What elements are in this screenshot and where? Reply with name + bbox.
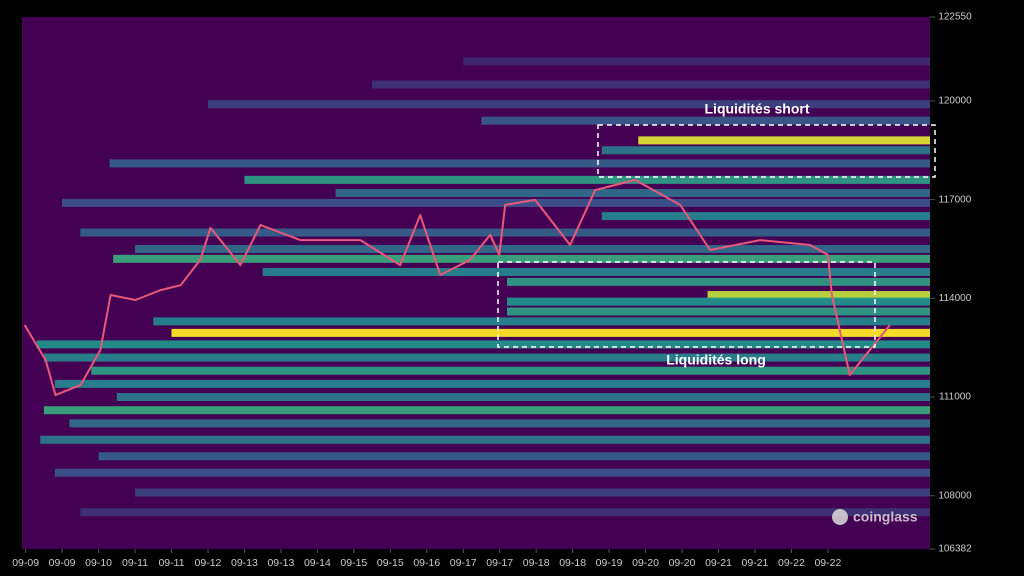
annotation-box [497, 261, 876, 348]
x-tick-label: 09-15 [340, 557, 367, 569]
y-tick-label: 114000 [939, 293, 972, 304]
x-tick-label: 09-13 [231, 557, 258, 569]
liquidity-band [153, 317, 931, 326]
liquidity-band [506, 297, 930, 306]
x-tick-label: 09-11 [122, 557, 148, 569]
annotation-label: Liquidités long [666, 352, 766, 368]
x-tick-label: 09-12 [195, 557, 222, 569]
liquidity-band [36, 340, 930, 349]
liquidity-band [69, 419, 930, 428]
liquidity-band [207, 100, 931, 109]
liquidity-band [506, 277, 930, 286]
liquidity-band [601, 212, 930, 221]
x-tick-label: 09-11 [158, 557, 184, 569]
x-tick-label: 09-22 [814, 557, 841, 569]
y-tick-label: 120000 [938, 96, 972, 107]
x-tick-label: 09-21 [705, 557, 732, 569]
liquidity-band [98, 452, 931, 461]
watermark-logo [832, 509, 848, 525]
y-tick-label: 108000 [938, 490, 972, 501]
x-tick-label: 09-17 [486, 557, 513, 569]
watermark: coinglass [853, 509, 918, 525]
liquidity-band [54, 379, 931, 388]
x-tick-label: 09-16 [413, 557, 440, 569]
liquidity-band [80, 228, 930, 237]
liquidity-band [707, 291, 930, 300]
x-tick-label: 09-15 [377, 557, 404, 569]
x-tick-label: 09-10 [85, 557, 112, 569]
liquidity-band [481, 116, 930, 125]
liquidity-band [113, 254, 930, 263]
x-tick-label: 09-14 [304, 557, 331, 569]
x-tick-label: 09-20 [632, 557, 659, 569]
liquidity-band [43, 406, 930, 415]
liquidity-band [116, 393, 931, 402]
x-tick-label: 09-09 [12, 557, 39, 569]
annotation-label: Liquidités short [705, 101, 810, 117]
liquidity-band [638, 136, 930, 145]
liquidity-band [80, 508, 930, 517]
price-line [23, 178, 891, 397]
annotation-box [597, 124, 936, 178]
liquidity-band [40, 435, 931, 444]
liquidity-band [109, 159, 931, 168]
plot-area [22, 17, 931, 549]
y-tick-label: 122550 [938, 12, 972, 23]
liquidity-band [335, 189, 930, 198]
x-tick-label: 09-19 [596, 557, 623, 569]
x-tick-label: 09-20 [669, 557, 696, 569]
liquidity-band [262, 268, 931, 277]
y-tick-label: 106382 [938, 544, 972, 555]
liquidity-band [506, 307, 930, 316]
liquidity-band [54, 468, 931, 477]
liquidity-band [91, 366, 930, 375]
liquidity-band [43, 353, 930, 362]
x-tick-label: 09-17 [450, 557, 477, 569]
x-tick-label: 09-18 [523, 557, 550, 569]
x-tick-label: 09-21 [742, 557, 769, 569]
liquidity-band [135, 244, 930, 253]
y-tick-label: 117000 [939, 194, 972, 205]
liquidity-band [463, 57, 930, 66]
x-tick-label: 09-22 [778, 557, 805, 569]
x-tick-label: 09-18 [559, 557, 586, 569]
x-tick-label: 09-09 [49, 557, 76, 569]
liquidity-band [62, 198, 931, 207]
liquidity-band [601, 146, 930, 155]
x-tick-label: 09-13 [267, 557, 294, 569]
liquidity-band [244, 175, 930, 184]
liquidity-band [171, 328, 931, 337]
liquidity-band [372, 80, 931, 89]
liquidity-band [135, 488, 930, 497]
y-tick-label: 111000 [939, 392, 971, 403]
